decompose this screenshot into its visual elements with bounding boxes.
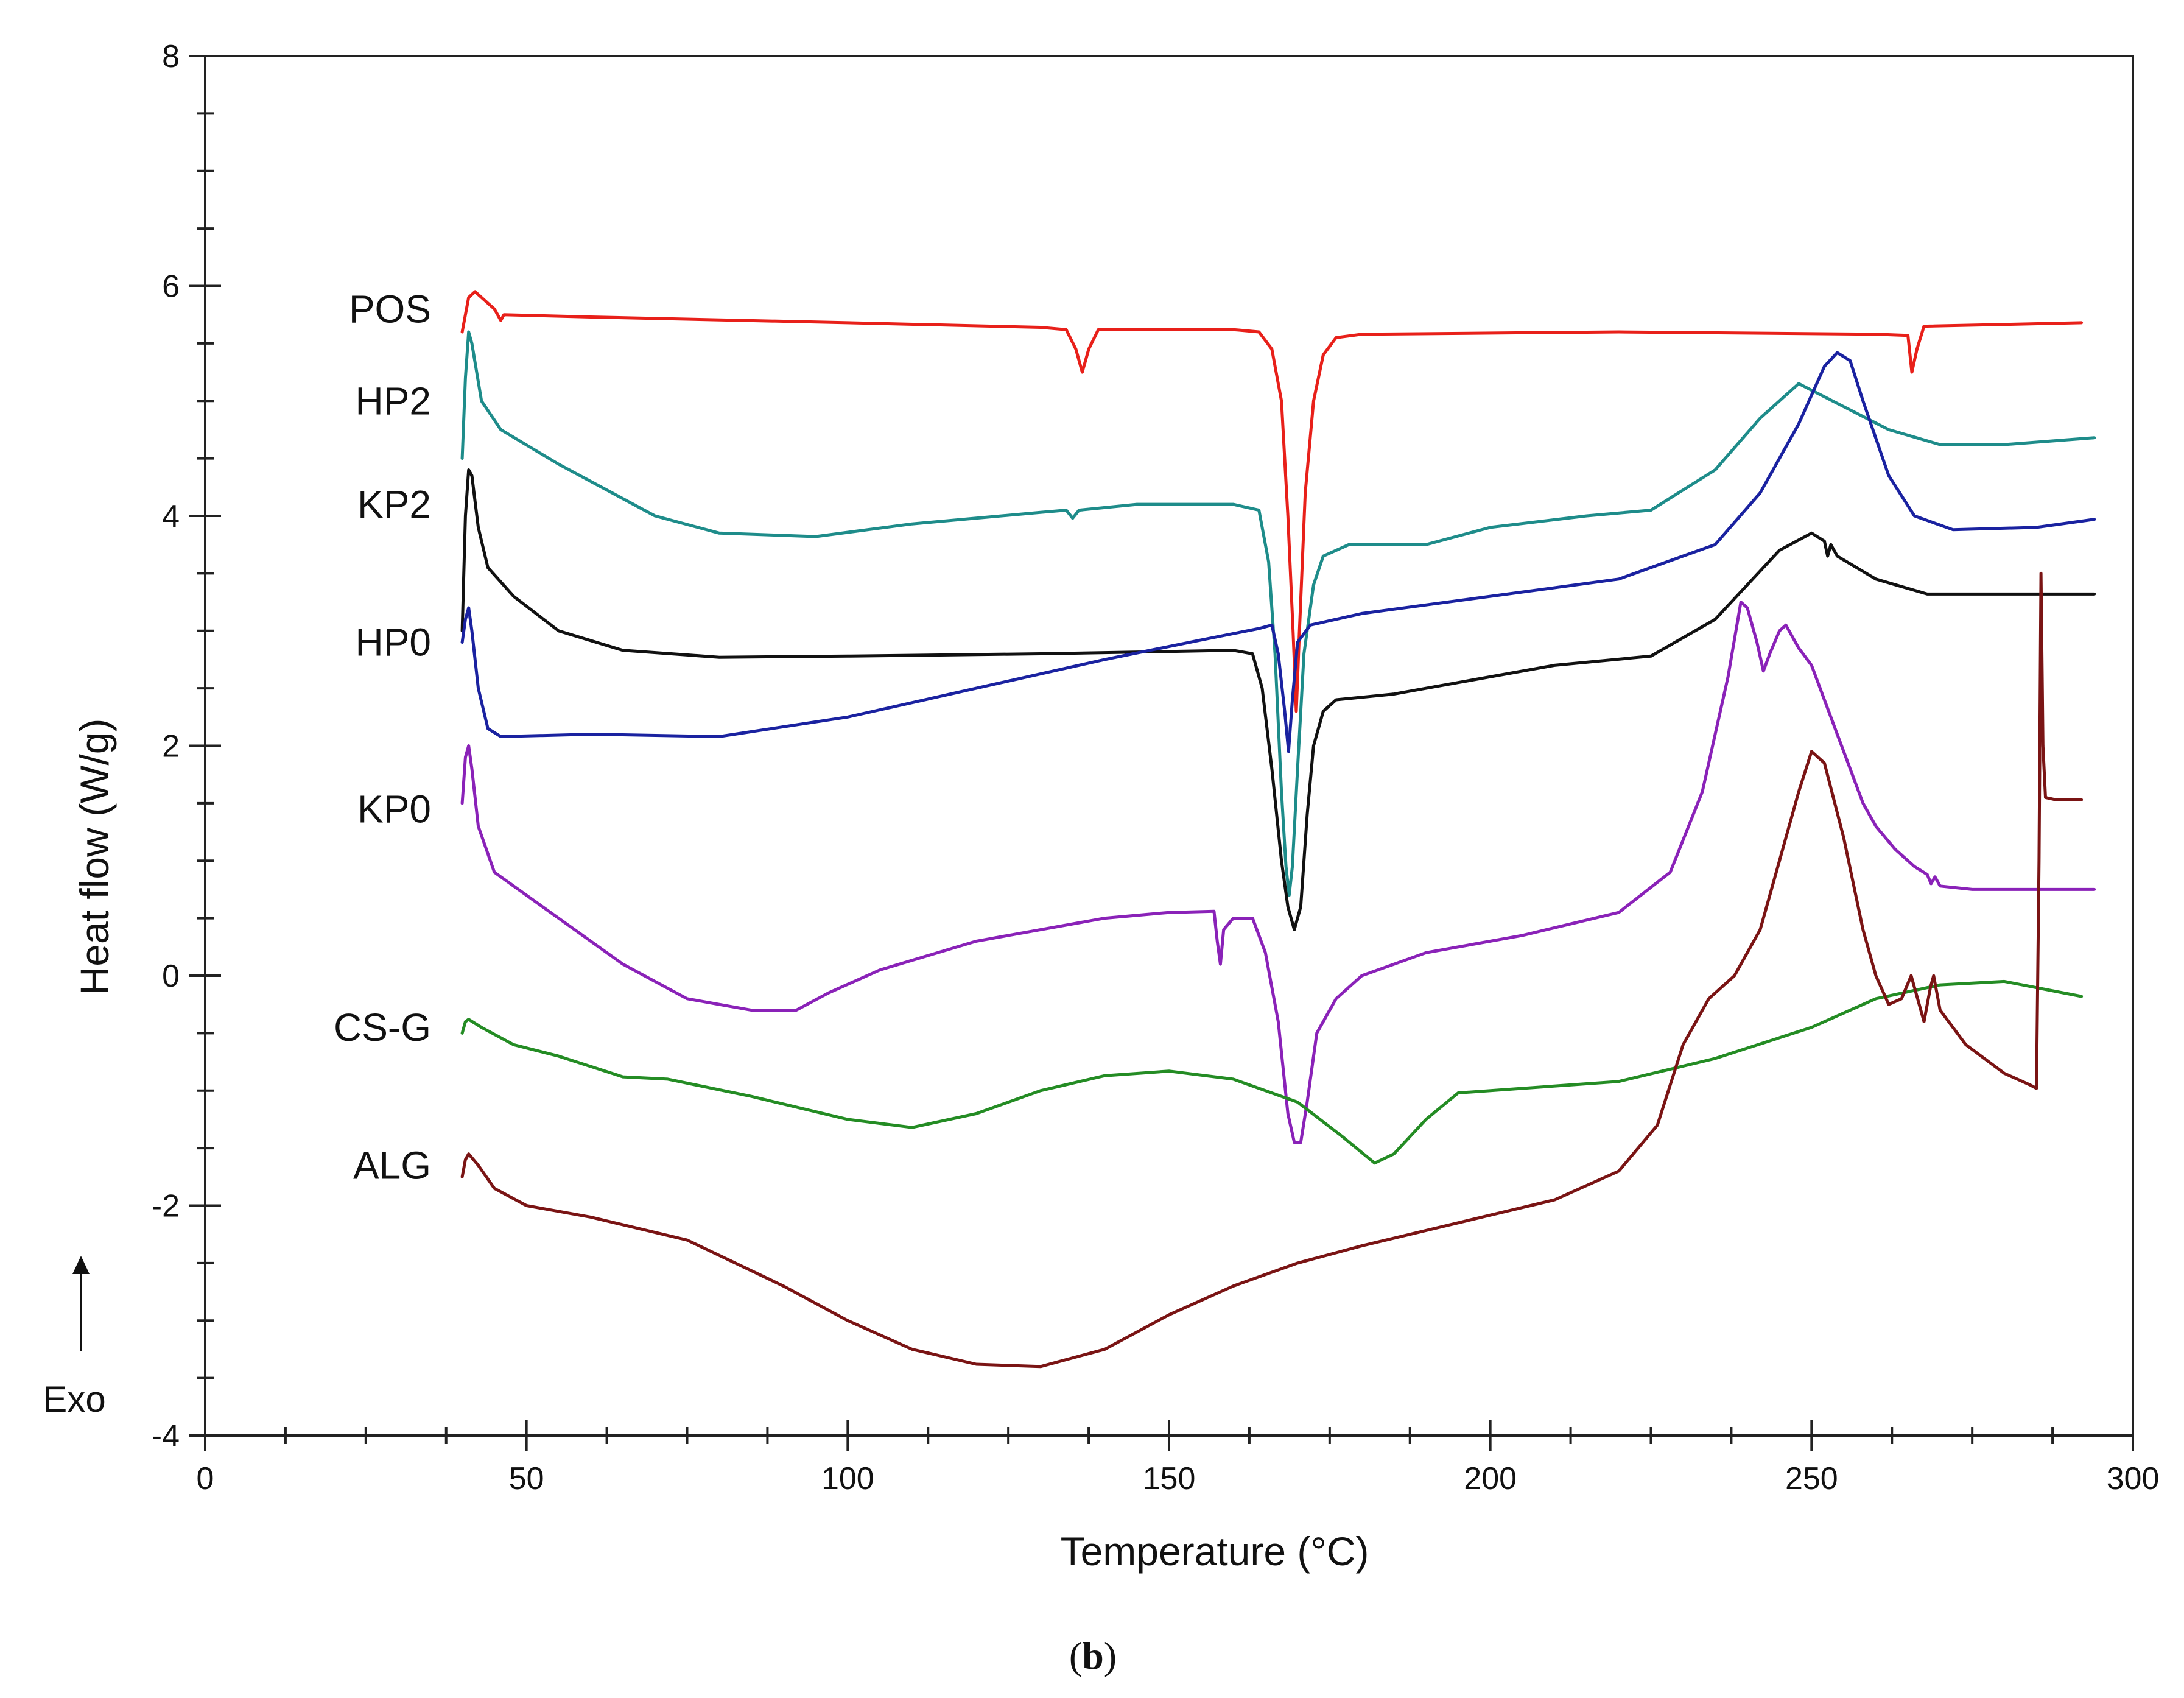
series-label-hp2: HP2 (356, 379, 432, 423)
x-tick-label: 200 (1464, 1461, 1517, 1496)
x-tick-label: 150 (1143, 1461, 1196, 1496)
series-labels: POS HP2 KP2 HP0 KP0 CS-G ALG (334, 287, 431, 1187)
series-line-kp0 (460, 601, 2096, 1144)
y-tick-label: -4 (152, 1418, 180, 1454)
exo-indicator: Exo (43, 1256, 106, 1420)
caption-open: ( (1069, 1634, 1082, 1677)
x-tick-label: 300 (2107, 1461, 2160, 1496)
series-lines (460, 290, 2096, 1369)
x-tick-label: 250 (1785, 1461, 1838, 1496)
y-tick-label: 8 (162, 39, 180, 74)
y-tick-label: 6 (162, 269, 180, 305)
exo-label: Exo (43, 1379, 105, 1420)
exo-arrow-icon (72, 1256, 90, 1274)
x-tick-label: 50 (509, 1461, 544, 1496)
series-label-pos: POS (349, 287, 431, 331)
y-tick-label: 0 (162, 959, 180, 994)
series-label-hp0: HP0 (356, 621, 432, 664)
caption-letter: b (1082, 1634, 1104, 1677)
y-tick-label: 4 (162, 499, 180, 534)
plot-frame (204, 55, 2134, 1437)
caption-close: ) (1104, 1634, 1117, 1677)
series-line-hp2 (460, 330, 2096, 897)
axes: 0 50 100 150 200 250 300 -4 -2 0 2 4 6 8 (152, 39, 2160, 1496)
series-label-cs-g: CS-G (334, 1006, 431, 1049)
series-label-kp2: KP2 (357, 482, 431, 526)
series-line-pos (460, 290, 2084, 713)
series-line-kp2 (460, 468, 2096, 931)
figure-caption: (b) (1069, 1634, 1117, 1677)
y-tick-label: -2 (152, 1189, 180, 1224)
series-label-alg: ALG (353, 1143, 431, 1187)
y-axis-title: Heat flow (W/g) (72, 719, 117, 996)
series-line-alg (460, 571, 2084, 1369)
y-tick-label: 2 (162, 729, 180, 764)
x-tick-label: 100 (821, 1461, 874, 1496)
series-line-cs-g (460, 979, 2084, 1165)
x-tick-label: 0 (197, 1461, 214, 1496)
x-axis-title: Temperature (°C) (1061, 1529, 1369, 1574)
series-label-kp0: KP0 (357, 787, 431, 831)
series-line-hp0 (460, 351, 2096, 753)
